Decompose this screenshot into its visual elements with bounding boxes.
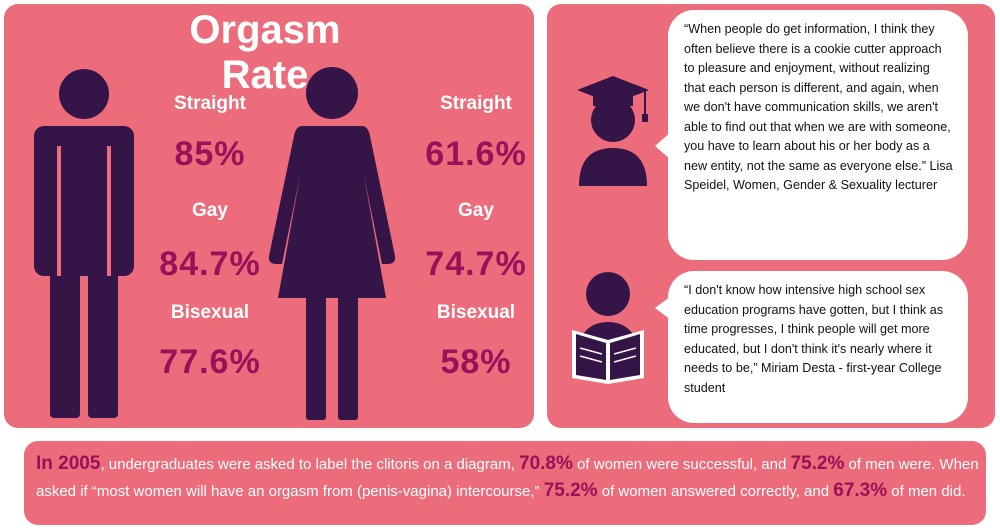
- quote-bubble-desta: “I don't know how intensive high school …: [668, 271, 968, 423]
- women-bisexual-value: 58%: [440, 343, 512, 381]
- men-bisexual-value: 77.6%: [159, 343, 261, 381]
- women-gay-value: 74.7%: [425, 245, 527, 283]
- men-gay-value: 84.7%: [159, 245, 261, 283]
- quote-bubble-tail: [655, 132, 671, 160]
- quote-bubble-speidel: “When people do get information, I think…: [668, 10, 968, 260]
- quote-bubble-tail: [655, 296, 671, 320]
- facts-panel: [24, 441, 986, 525]
- reader-icon: [572, 272, 644, 384]
- facts-year: In 2005: [36, 453, 101, 474]
- graduate-icon: [577, 76, 649, 186]
- facts-value: 75.2%: [543, 480, 598, 501]
- man-icon: [34, 69, 134, 418]
- facts-text-part: of men did.: [887, 483, 966, 500]
- facts-text: In 2005, undergraduates were asked to la…: [36, 451, 986, 505]
- women-gay-label: Gay: [458, 200, 494, 221]
- women-bisexual-label: Bisexual: [436, 302, 516, 323]
- facts-text-part: of women answered correctly, and: [597, 483, 834, 500]
- facts-text-part: , undergraduates were asked to label the…: [100, 456, 520, 473]
- men-gay-label: Gay: [192, 200, 228, 221]
- facts-value: 67.3%: [833, 480, 888, 501]
- men-bisexual-label: Bisexual: [170, 302, 250, 323]
- facts-text-part: of women were successful, and: [572, 456, 791, 473]
- facts-value: 70.8%: [519, 453, 573, 474]
- woman-icon: [268, 67, 396, 420]
- women-straight-label: Straight: [440, 93, 512, 114]
- men-straight-label: Straight: [174, 93, 246, 114]
- facts-value: 75.2%: [790, 453, 845, 474]
- page-title: Orgasm Rate: [189, 8, 341, 97]
- men-straight-value: 85%: [174, 135, 246, 173]
- facts-text-part: of men were. When asked if “most women w…: [36, 456, 979, 500]
- women-straight-value: 61.6%: [425, 135, 527, 173]
